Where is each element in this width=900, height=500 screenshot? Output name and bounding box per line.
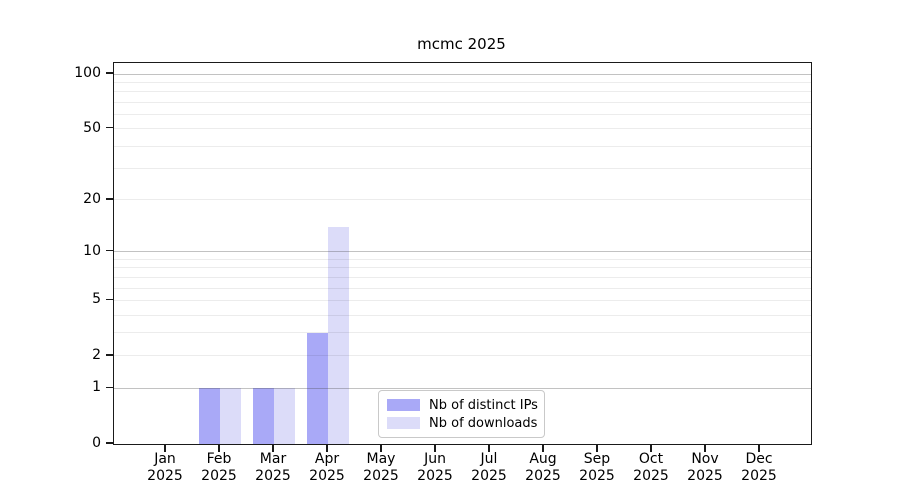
y-gridline-minor [114, 276, 811, 278]
x-tick-mark [542, 444, 544, 452]
x-tick-label-line: 2025 [147, 468, 183, 484]
y-gridline-minor [114, 101, 811, 103]
x-tick-label-line: 2025 [255, 468, 291, 484]
y-gridline-minor [114, 168, 811, 170]
x-tick-mark [164, 444, 166, 452]
x-tick-label: Jul 2025 [457, 451, 521, 485]
y-gridline-minor [114, 91, 811, 93]
x-tick-mark [380, 444, 382, 452]
x-tick-label-line: Jul [480, 451, 498, 467]
legend-entry-distinct-ips: Nb of distinct IPs [387, 397, 538, 413]
chart-title: mcmc 2025 [417, 35, 506, 53]
x-tick-label-line: 2025 [579, 468, 615, 484]
y-gridline-minor [114, 267, 811, 269]
x-tick-mark [326, 444, 328, 452]
y-gridline-minor [114, 355, 811, 357]
y-gridline-minor [114, 299, 811, 301]
y-gridline-minor [114, 199, 811, 201]
x-tick-label-line: May [366, 451, 396, 467]
y-gridline-minor [114, 258, 811, 260]
y-tick-label: 50 [83, 119, 101, 136]
x-tick-label-line: Dec [745, 451, 773, 467]
x-tick-label-line: 2025 [525, 468, 561, 484]
y-gridline-major [114, 73, 811, 75]
bar-distinct-ips [253, 388, 274, 444]
x-tick-label-line: 2025 [201, 468, 237, 484]
y-gridline-minor [114, 128, 811, 130]
x-tick-label: Oct 2025 [619, 451, 683, 485]
y-tick-mark [106, 198, 114, 200]
y-tick-mark [106, 298, 114, 300]
legend-entry-downloads: Nb of downloads [387, 415, 538, 431]
y-gridline-major [114, 251, 811, 253]
y-tick-label: 2 [92, 346, 101, 363]
x-tick-label-line: 2025 [471, 468, 507, 484]
x-tick-label: Aug 2025 [511, 451, 575, 485]
x-tick-mark [434, 444, 436, 452]
y-tick-label: 5 [92, 291, 101, 308]
legend-label-downloads: Nb of downloads [429, 415, 538, 431]
x-tick-label-line: Jan [154, 451, 176, 467]
x-tick-label-line: Mar [259, 451, 287, 467]
y-tick-mark [106, 127, 114, 129]
x-tick-mark [218, 444, 220, 452]
y-tick-label: 100 [74, 65, 101, 82]
x-tick-mark [488, 444, 490, 452]
y-tick-mark [106, 354, 114, 356]
y-tick-mark [106, 386, 114, 389]
x-tick-label: Jan 2025 [133, 451, 197, 485]
x-tick-label: Mar 2025 [241, 451, 305, 485]
x-tick-label-line: 2025 [741, 468, 777, 484]
x-tick-label-line: Oct [638, 451, 664, 467]
x-tick-mark [704, 444, 706, 452]
x-tick-label-line: 2025 [363, 468, 399, 484]
y-gridline-minor [114, 314, 811, 316]
y-tick-mark [106, 250, 114, 252]
y-gridline-minor [114, 114, 811, 115]
bar-downloads [220, 388, 241, 444]
y-tick-label: 1 [92, 379, 101, 396]
x-tick-mark [758, 444, 760, 452]
legend-label-distinct-ips: Nb of distinct IPs [429, 397, 538, 413]
x-tick-label-line: Jun [424, 451, 446, 467]
x-tick-label-line: 2025 [309, 468, 345, 484]
x-tick-label: Dec 2025 [727, 451, 791, 485]
y-tick-mark [106, 442, 114, 444]
plot-area [113, 62, 812, 445]
x-tick-mark [650, 444, 652, 452]
bar-distinct-ips [199, 388, 220, 444]
legend-swatch-distinct-ips [387, 399, 420, 411]
x-tick-label: Jun 2025 [403, 451, 467, 485]
y-gridline-minor [114, 81, 811, 83]
x-tick-label: Feb 2025 [187, 451, 251, 485]
x-tick-label-line: 2025 [687, 468, 723, 484]
x-tick-label: Nov 2025 [673, 451, 737, 485]
x-tick-mark [596, 444, 598, 452]
y-tick-label: 20 [83, 190, 101, 207]
x-tick-label-line: Sep [583, 451, 611, 467]
x-tick-label-line: Apr [314, 451, 340, 467]
x-tick-label: Sep 2025 [565, 451, 629, 485]
bar-distinct-ips [307, 332, 328, 444]
y-tick-label: 0 [92, 435, 101, 451]
x-tick-label-line: Nov [691, 451, 719, 467]
x-tick-label-line: Feb [206, 451, 232, 467]
y-tick-label: 10 [83, 242, 101, 259]
x-tick-label: May 2025 [349, 451, 413, 485]
y-gridline-minor [114, 145, 811, 147]
legend: Nb of distinct IPs Nb of downloads [378, 390, 545, 438]
x-tick-mark [272, 444, 274, 452]
x-tick-label-line: 2025 [417, 468, 453, 484]
x-tick-label-line: Aug [529, 451, 557, 467]
y-gridline-minor [114, 332, 811, 334]
y-gridline-major [114, 387, 811, 389]
y-gridline-minor [114, 287, 811, 289]
x-tick-label: Apr 2025 [295, 451, 359, 485]
legend-swatch-downloads [387, 417, 420, 429]
x-tick-label-line: 2025 [633, 468, 669, 484]
bar-downloads [328, 226, 349, 444]
y-tick-mark [106, 72, 114, 74]
bar-downloads [274, 388, 295, 444]
